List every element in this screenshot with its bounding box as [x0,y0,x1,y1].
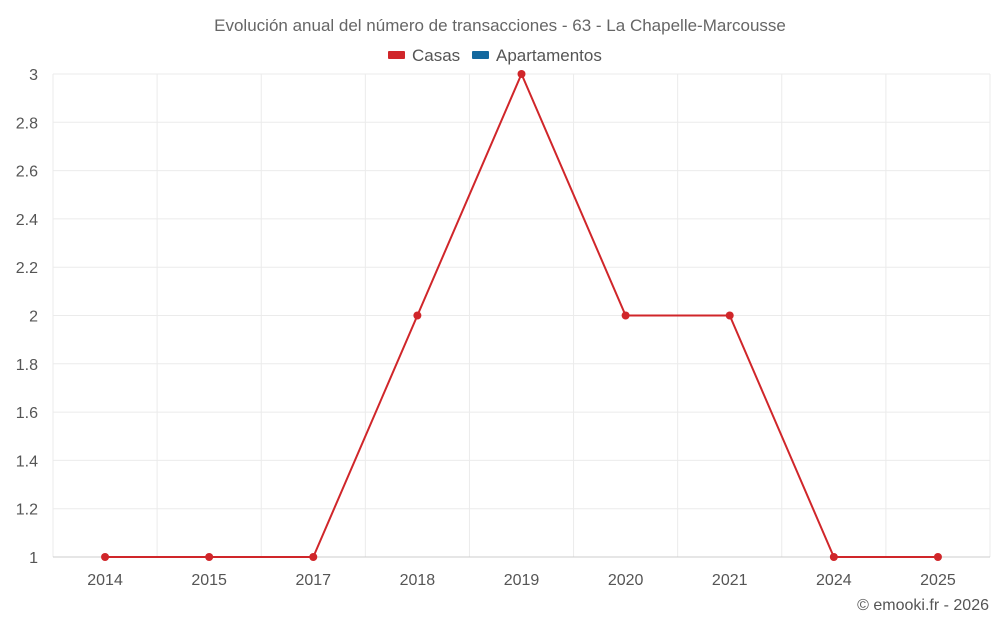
data-point-casas-2017[interactable] [309,553,318,561]
legend-item-apartamentos[interactable]: Apartamentos [472,46,602,65]
y-tick-label: 1 [29,550,38,567]
y-tick-label: 2.8 [16,115,38,132]
data-point-casas-2024[interactable] [829,553,838,561]
x-tick-label: 2020 [608,572,644,589]
data-point-casas-2015[interactable] [205,553,214,561]
legend: Casas Apartamentos [388,46,602,65]
y-tick-label: 2 [29,309,38,326]
y-gridlines [53,73,990,510]
chart-title: Evolución anual del número de transaccio… [214,16,786,35]
legend-label-apartamentos: Apartamentos [496,46,602,65]
x-tick-label: 2018 [400,572,436,589]
x-axis-ticks: 2014 2015 2017 2018 2019 2020 2021 2024 2025 [87,572,956,589]
legend-label-casas: Casas [412,46,460,65]
x-tick-label: 2017 [295,572,331,589]
data-point-casas-2014[interactable] [101,553,110,561]
y-tick-label: 2.6 [16,164,38,181]
y-axis-ticks: 1 1.2 1.4 1.6 1.8 2 2.2 2.4 2.6 2.8 3 [16,67,38,567]
y-tick-label: 2.2 [16,260,38,277]
legend-swatch-apartamentos [472,51,489,59]
x-tick-label: 2019 [504,572,540,589]
x-tick-label: 2024 [816,572,852,589]
y-tick-label: 1.6 [16,405,38,422]
y-tick-label: 2.4 [16,212,38,229]
x-tick-label: 2021 [712,572,748,589]
data-point-casas-2025[interactable] [933,553,942,561]
data-point-casas-2019[interactable] [517,70,526,78]
y-tick-label: 1.8 [16,357,38,374]
data-point-casas-2020[interactable] [621,311,630,320]
data-point-casas-2018[interactable] [413,311,422,320]
x-tick-label: 2025 [920,572,956,589]
y-tick-label: 3 [29,67,38,84]
x-tick-label: 2015 [191,572,227,589]
legend-item-casas[interactable]: Casas [388,46,460,65]
x-tick-label: 2014 [87,572,123,589]
y-tick-label: 1.2 [16,502,38,519]
y-tick-label: 1.4 [16,453,38,470]
legend-swatch-casas [388,51,405,59]
series-layer [101,70,942,561]
credit-text: © emooki.fr - 2026 [857,597,989,614]
data-point-casas-2021[interactable] [725,311,734,320]
